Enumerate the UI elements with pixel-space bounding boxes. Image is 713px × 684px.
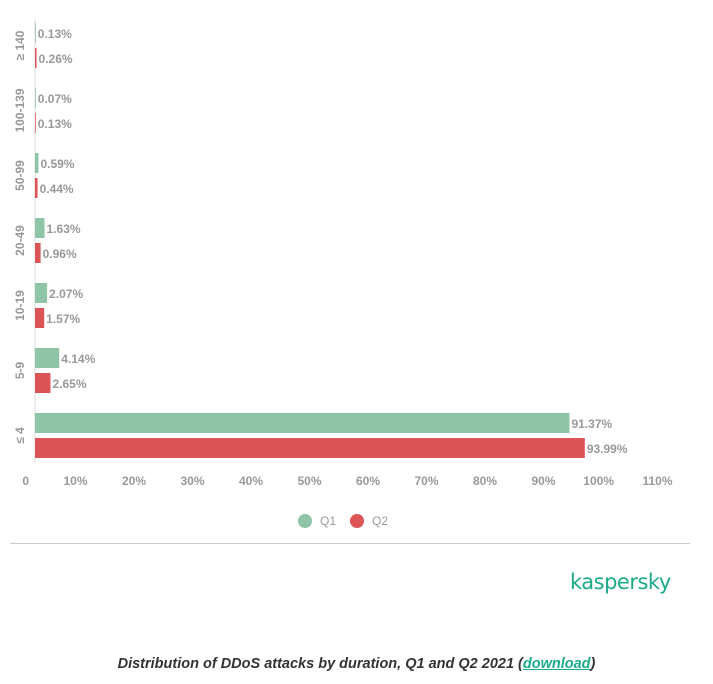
legend-label: Q2 bbox=[372, 514, 388, 528]
bar-q2 bbox=[35, 308, 45, 328]
legend-label: Q1 bbox=[320, 514, 336, 528]
category-label: 5-9 bbox=[13, 362, 27, 380]
bar-q1 bbox=[35, 88, 36, 108]
category-label: 20-49 bbox=[13, 225, 27, 256]
data-label: 0.59% bbox=[40, 157, 74, 171]
x-tick-label: 30% bbox=[180, 474, 204, 488]
x-tick-label: 10% bbox=[63, 474, 87, 488]
bar-q1 bbox=[35, 23, 36, 43]
data-label: 1.63% bbox=[47, 222, 81, 236]
divider bbox=[10, 543, 690, 544]
data-label: 91.37% bbox=[572, 417, 613, 431]
x-tick-label: 70% bbox=[414, 474, 438, 488]
data-label: 0.44% bbox=[40, 182, 74, 196]
kaspersky-logo: kaspersky bbox=[570, 570, 671, 594]
bar-q1 bbox=[35, 218, 45, 238]
data-label: 93.99% bbox=[587, 442, 628, 456]
bar-q1 bbox=[35, 413, 570, 433]
figure-caption: Distribution of DDoS attacks by duration… bbox=[0, 656, 713, 672]
data-label: 0.26% bbox=[39, 52, 73, 66]
category-label: ≥ 140 bbox=[13, 30, 27, 60]
category-label: 10-19 bbox=[13, 290, 27, 321]
bar-q2 bbox=[35, 438, 585, 458]
x-tick-label: 0 bbox=[22, 474, 29, 488]
x-tick-label: 110% bbox=[642, 474, 672, 488]
bar-q2 bbox=[35, 48, 37, 68]
bar-q2 bbox=[35, 243, 41, 263]
category-label: ≤ 4 bbox=[13, 427, 27, 444]
x-tick-label: 40% bbox=[239, 474, 263, 488]
legend-marker-q2 bbox=[350, 514, 364, 528]
x-tick-label: 90% bbox=[531, 474, 555, 488]
caption-end: ) bbox=[590, 656, 596, 672]
bar-q1 bbox=[35, 348, 60, 368]
category-label: 100-139 bbox=[13, 88, 27, 132]
data-label: 2.07% bbox=[49, 287, 83, 301]
data-label: 1.57% bbox=[46, 312, 80, 326]
legend-marker-q1 bbox=[298, 514, 312, 528]
x-tick-label: 20% bbox=[122, 474, 146, 488]
bar-chart: ≥ 140 0.13% 0.26% 100-139 0.07% 0.13% 50-99 0.5… bbox=[13, 20, 673, 528]
data-label: 0.07% bbox=[38, 92, 72, 106]
bar-q2 bbox=[35, 373, 51, 393]
data-label: 0.13% bbox=[38, 27, 72, 41]
data-label: 0.13% bbox=[38, 117, 72, 131]
bar-q2 bbox=[35, 178, 38, 198]
bar-q1 bbox=[35, 283, 48, 303]
bar-q2 bbox=[35, 113, 36, 133]
data-label: 4.14% bbox=[61, 352, 95, 366]
download-link[interactable]: download bbox=[522, 656, 591, 672]
bar-q1 bbox=[35, 153, 39, 173]
x-tick-label: 60% bbox=[356, 474, 380, 488]
x-tick-label: 80% bbox=[473, 474, 497, 488]
category-label: 50-99 bbox=[13, 160, 27, 191]
data-label: 0.96% bbox=[43, 247, 77, 261]
caption-text: Distribution of DDoS attacks by duration… bbox=[117, 656, 523, 672]
x-tick-label: 50% bbox=[297, 474, 321, 488]
x-tick-label: 100% bbox=[583, 474, 614, 488]
data-label: 2.65% bbox=[53, 377, 87, 391]
